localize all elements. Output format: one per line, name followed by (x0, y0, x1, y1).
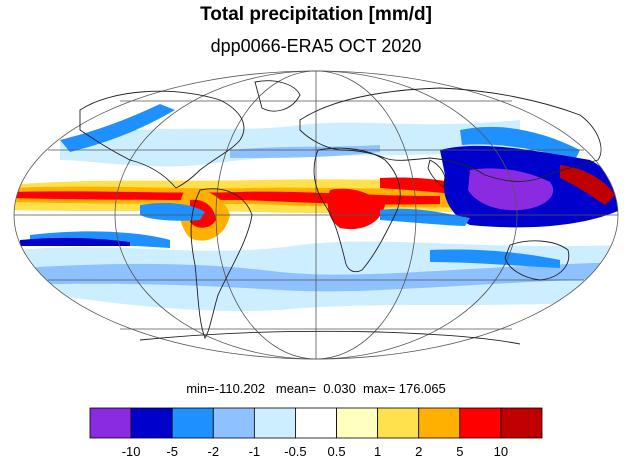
map-subtitle: dpp0066-ERA5 OCT 2020 (210, 36, 422, 56)
colorbar-tick-label: -2 (207, 444, 219, 459)
colorbar-tick-label: 10 (494, 444, 508, 459)
coastlines (79, 80, 602, 345)
colorbar-tick-label: -0.5 (284, 444, 306, 459)
graticule (13, 70, 619, 360)
colorbar-tick-label: -1 (249, 444, 261, 459)
colorbar-box (500, 407, 543, 439)
colorbar-box (89, 407, 132, 439)
colorbar-tick-label: 5 (456, 444, 463, 459)
colorbar-box (295, 407, 337, 439)
colorbar-box (253, 407, 296, 439)
colorbar-box (212, 407, 255, 439)
colorbar-tick-label: 0.5 (328, 444, 346, 459)
colorbar-box (336, 407, 379, 439)
colorbar-tick-label: -5 (166, 444, 178, 459)
colorbar-box (459, 407, 502, 439)
colorbar-box (418, 407, 461, 439)
colorbar-tick-label: -10 (122, 444, 141, 459)
colorbar-box (171, 407, 214, 439)
statistics-summary: min=-110.202 mean= 0.030 max= 176.065 (186, 381, 446, 396)
colorbar-tick-label: 2 (415, 444, 422, 459)
colorbar-tick-label: 1 (374, 444, 381, 459)
colorbar-box (377, 407, 420, 439)
map-title: Total precipitation [mm/d] (200, 4, 432, 25)
colorbar-box (130, 407, 173, 439)
